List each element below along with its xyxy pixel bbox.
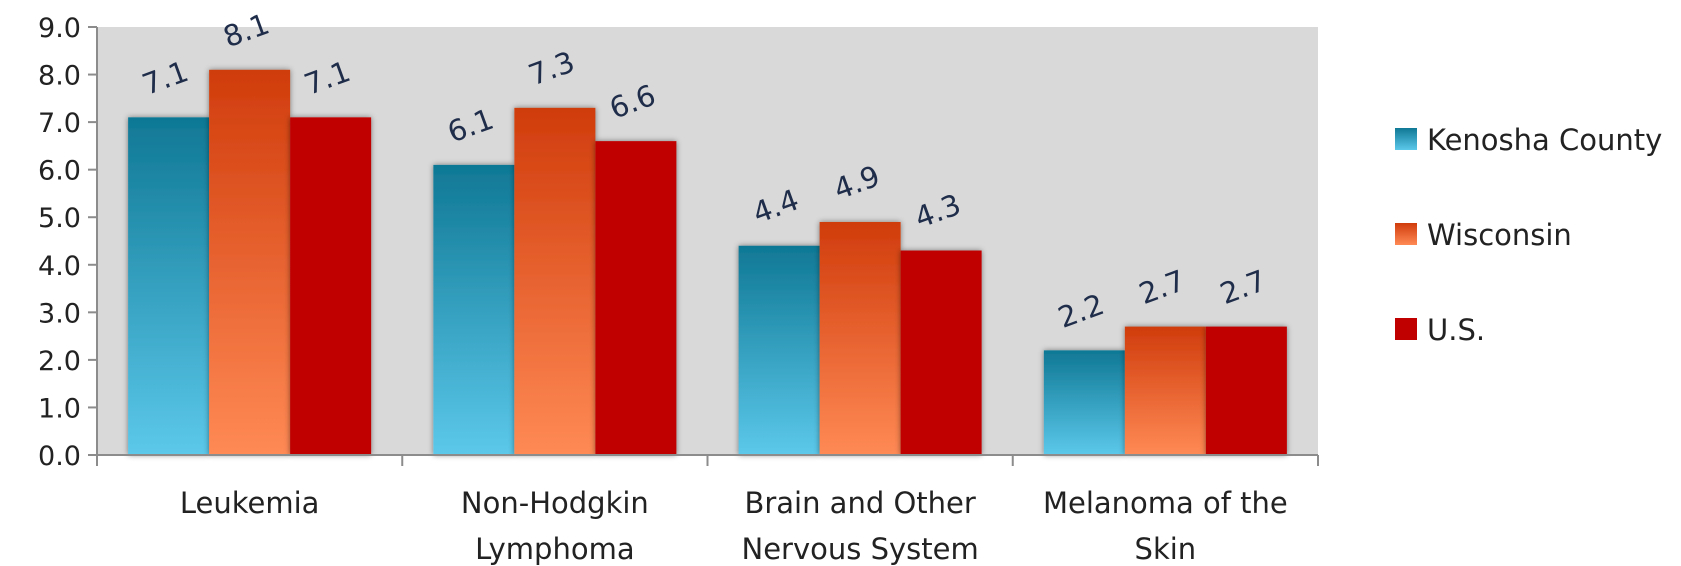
legend-swatch	[1395, 318, 1417, 340]
legend-label: U.S.	[1427, 313, 1485, 347]
legend-swatch	[1395, 223, 1417, 245]
y-tick-label: 8.0	[38, 61, 81, 92]
category-label: Lymphoma	[475, 532, 634, 566]
bar-wisconsin-3	[1124, 326, 1206, 455]
bar-kenosha-county-3	[1043, 350, 1125, 455]
y-tick-label: 9.0	[38, 13, 81, 44]
category-label: Skin	[1135, 532, 1197, 566]
axes-layer: Leukemia Non-Hodgkin Lymphoma Brain and Oth…	[38, 13, 1319, 566]
legend: Kenosha County Wisconsin U.S.	[1395, 123, 1662, 347]
category-label: Melanoma of the	[1043, 486, 1288, 520]
bar-wisconsin-1	[514, 107, 596, 455]
bar-u-s--0	[290, 117, 372, 455]
bar-u-s--2	[900, 250, 982, 455]
bar-kenosha-county-0	[128, 117, 210, 455]
bars-layer	[128, 69, 1287, 456]
category-label: Brain and Other	[744, 486, 975, 520]
category-label: Leukemia	[180, 486, 320, 520]
legend-label: Wisconsin	[1427, 218, 1572, 252]
y-tick-label: 4.0	[38, 251, 81, 282]
bar-u-s--1	[595, 141, 677, 455]
y-tick-label: 3.0	[38, 298, 81, 329]
bar-u-s--3	[1205, 326, 1287, 455]
legend-swatch	[1395, 128, 1417, 150]
bar-wisconsin-2	[819, 221, 901, 455]
y-tick-label: 6.0	[38, 156, 81, 187]
y-tick-label: 2.0	[38, 346, 81, 377]
y-tick-label: 7.0	[38, 108, 81, 139]
y-tick-label: 5.0	[38, 203, 81, 234]
legend-label: Kenosha County	[1427, 123, 1662, 157]
category-label: Non-Hodgkin	[461, 486, 649, 520]
bar-kenosha-county-1	[433, 164, 515, 455]
bar-wisconsin-0	[209, 69, 291, 456]
y-tick-label: 0.0	[38, 441, 81, 472]
bar-kenosha-county-2	[738, 245, 820, 455]
y-tick-label: 1.0	[38, 393, 81, 424]
category-label: Nervous System	[742, 532, 979, 566]
